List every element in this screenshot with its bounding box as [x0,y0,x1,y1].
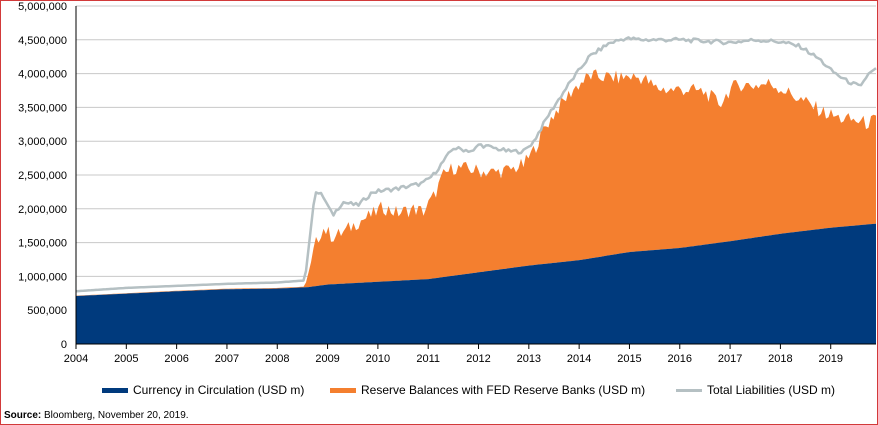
source-label: Source: [4,410,42,421]
x-tick-label: 2008 [265,353,289,365]
x-tick-label: 2017 [718,353,742,365]
data-lines [75,36,877,293]
legend-item-liabilities: Total Liabilities (USD m) [676,383,835,397]
y-tick-label: 2,000,000 [18,204,67,216]
x-tick-label: 2010 [366,353,390,365]
x-tick-labels: 2004 2005 2006 2007 2008 2009 2010 2011 2012 2013… [64,353,843,365]
reserve-balances-area [76,69,876,297]
y-tick-label: 3,000,000 [18,136,67,148]
source-text: Bloomberg, November 20, 2019. [41,410,189,421]
x-tick-label: 2019 [818,353,842,365]
data-areas [76,69,876,344]
chart-plot: 0 500,000 1,000,000 1,500,000 2,000,000 2,500… [18,1,877,365]
legend-item-currency: Currency in Circulation (USD m) [102,383,304,397]
y-tick-label: 2,500,000 [18,170,67,182]
legend-swatch-liabilities [676,388,702,392]
legend-swatch-currency [102,387,128,393]
y-tick-label: 5,000,000 [18,1,67,13]
legend-swatch-reserves [330,387,356,393]
y-tick-labels: 0 500,000 1,000,000 1,500,000 2,000,000 2,500… [18,1,67,351]
x-tick-label: 2006 [164,353,188,365]
legend-label-liabilities: Total Liabilities (USD m) [707,383,836,397]
x-tick-label: 2005 [114,353,138,365]
x-tick-label: 2013 [517,353,541,365]
x-tick-label: 2014 [567,353,591,365]
x-tick-label: 2007 [215,353,239,365]
legend: Currency in Circulation (USD m) Reserve … [0,380,878,400]
x-tick-label: 2009 [315,353,339,365]
y-tick-label: 1,000,000 [18,271,67,283]
x-tick-label: 2004 [64,353,88,365]
y-tick-label: 1,500,000 [18,238,67,250]
x-tick-label: 2015 [617,353,641,365]
y-tick-label: 500,000 [27,305,67,317]
axes [75,6,876,349]
legend-item-reserves: Reserve Balances with FED Reserve Banks … [330,383,645,397]
y-tick-label: 3,500,000 [18,102,67,114]
y-tick-label: 4,500,000 [18,35,67,47]
legend-label-reserves: Reserve Balances with FED Reserve Banks … [361,383,646,397]
legend-label-currency: Currency in Circulation (USD m) [133,383,305,397]
x-tick-label: 2016 [668,353,692,365]
x-tick-label: 2018 [768,353,792,365]
source-note: Source: Bloomberg, November 20, 2019. [4,410,189,421]
y-tick-label: 4,000,000 [18,69,67,81]
x-tick-label: 2012 [466,353,490,365]
y-tick-label: 0 [61,339,67,351]
currency-circulation-area [76,223,876,344]
total-liabilities-line [75,36,877,293]
x-tick-label: 2011 [416,353,440,365]
